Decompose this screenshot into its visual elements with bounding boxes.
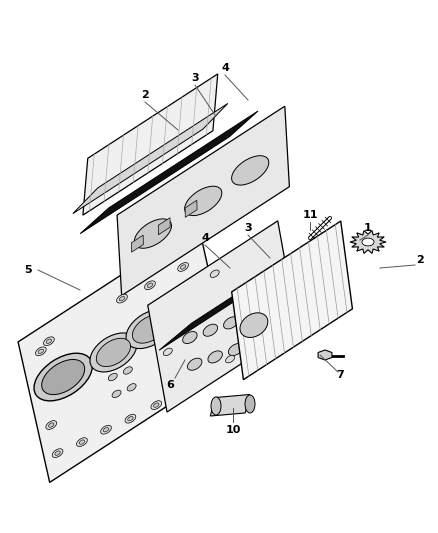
Text: 5: 5 [24,265,32,275]
Polygon shape [232,221,353,379]
Text: 2: 2 [416,255,424,265]
Polygon shape [159,243,316,350]
Ellipse shape [46,339,52,343]
Ellipse shape [210,270,219,278]
Polygon shape [73,103,228,214]
Text: 3: 3 [244,223,252,233]
Ellipse shape [228,344,243,356]
Ellipse shape [127,384,136,391]
Ellipse shape [126,310,173,349]
Polygon shape [318,350,332,360]
Text: 10: 10 [225,425,241,435]
Ellipse shape [43,337,54,345]
Ellipse shape [178,263,188,271]
Ellipse shape [101,425,111,434]
Ellipse shape [108,373,117,381]
Ellipse shape [49,423,54,427]
Ellipse shape [132,315,166,343]
Ellipse shape [192,310,203,318]
Polygon shape [117,106,290,296]
Ellipse shape [46,421,57,430]
Ellipse shape [185,186,222,215]
Ellipse shape [175,358,183,372]
Ellipse shape [362,238,374,246]
Polygon shape [83,74,218,215]
Ellipse shape [187,358,202,370]
Polygon shape [80,111,258,233]
Ellipse shape [90,333,137,372]
Text: 3: 3 [191,73,199,83]
Ellipse shape [181,388,187,392]
Ellipse shape [52,449,63,457]
Ellipse shape [147,283,153,287]
Ellipse shape [272,277,282,285]
Ellipse shape [134,219,172,248]
Ellipse shape [163,348,172,356]
Polygon shape [210,394,250,416]
Ellipse shape [195,312,201,316]
Ellipse shape [96,338,131,367]
Ellipse shape [191,348,201,357]
Text: 4: 4 [201,233,209,243]
Ellipse shape [42,359,85,394]
Ellipse shape [55,451,60,455]
Polygon shape [185,200,197,217]
Text: 7: 7 [336,370,344,380]
Ellipse shape [145,281,155,289]
Text: 4: 4 [221,63,229,73]
Text: 11: 11 [302,210,318,220]
Ellipse shape [125,414,136,423]
Text: 1: 1 [364,223,372,233]
Polygon shape [18,225,230,482]
Ellipse shape [124,367,132,374]
Ellipse shape [77,438,87,447]
Ellipse shape [208,351,223,363]
Ellipse shape [112,390,121,398]
Ellipse shape [34,353,92,401]
Ellipse shape [226,356,235,363]
Ellipse shape [203,358,211,372]
Ellipse shape [117,294,127,303]
Ellipse shape [223,317,238,329]
Ellipse shape [35,347,46,356]
Ellipse shape [203,324,218,336]
Polygon shape [158,217,170,235]
Polygon shape [173,356,205,376]
Ellipse shape [38,349,43,353]
Ellipse shape [119,296,125,301]
Ellipse shape [183,332,197,344]
Ellipse shape [211,397,221,415]
Ellipse shape [245,395,255,413]
Ellipse shape [193,350,199,354]
Ellipse shape [203,374,213,382]
Polygon shape [131,235,143,252]
Polygon shape [148,221,297,412]
Ellipse shape [154,403,159,407]
Ellipse shape [180,265,186,269]
Ellipse shape [240,313,268,337]
Ellipse shape [128,416,133,421]
Ellipse shape [103,427,109,432]
Ellipse shape [151,401,162,409]
Polygon shape [350,231,386,253]
Ellipse shape [79,440,85,445]
Ellipse shape [179,386,189,395]
Ellipse shape [232,156,269,185]
Text: 2: 2 [141,90,149,100]
Ellipse shape [205,376,211,380]
Text: 6: 6 [166,380,174,390]
